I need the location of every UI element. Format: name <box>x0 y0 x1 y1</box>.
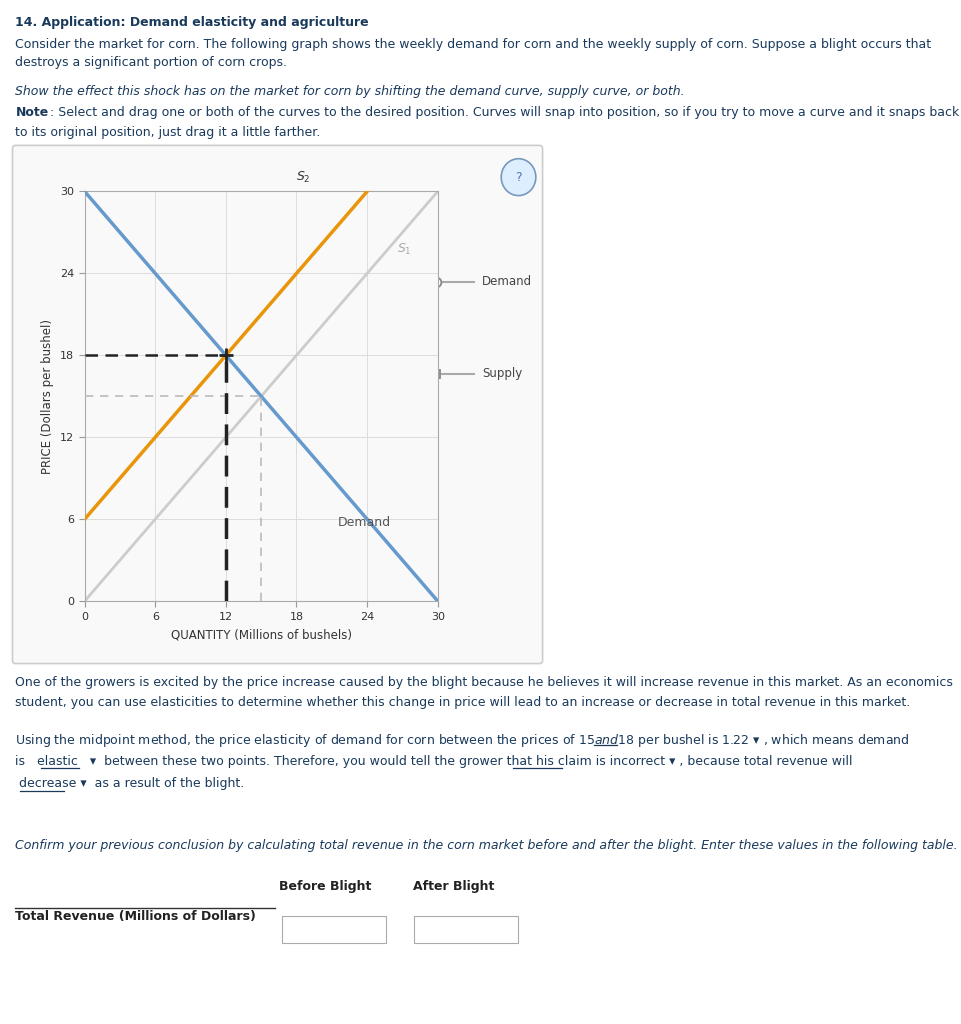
Text: Before Blight: Before Blight <box>279 880 371 893</box>
Text: is   elastic   ▾  between these two points. Therefore, you would tell the grower: is elastic ▾ between these two points. T… <box>15 755 852 768</box>
FancyBboxPatch shape <box>282 916 385 943</box>
FancyBboxPatch shape <box>12 145 542 664</box>
X-axis label: QUANTITY (Millions of bushels): QUANTITY (Millions of bushels) <box>170 629 352 641</box>
Text: Show the effect this shock has on the market for corn by shifting the demand cur: Show the effect this shock has on the ma… <box>15 85 684 98</box>
Y-axis label: PRICE (Dollars per bushel): PRICE (Dollars per bushel) <box>41 318 55 474</box>
FancyBboxPatch shape <box>413 916 517 943</box>
Text: to its original position, just drag it a little farther.: to its original position, just drag it a… <box>15 126 320 139</box>
Text: 14. Application: Demand elasticity and agriculture: 14. Application: Demand elasticity and a… <box>15 16 369 30</box>
Text: Demand: Demand <box>337 516 390 529</box>
Text: destroys a significant portion of corn crops.: destroys a significant portion of corn c… <box>15 56 287 70</box>
Circle shape <box>501 159 535 196</box>
Text: $S_2$: $S_2$ <box>296 170 310 184</box>
Text: student, you can use elasticities to determine whether this change in price will: student, you can use elasticities to det… <box>15 696 910 710</box>
Text: decrease ▾  as a result of the blight.: decrease ▾ as a result of the blight. <box>15 777 244 791</box>
Text: Consider the market for corn. The following graph shows the weekly demand for co: Consider the market for corn. The follow… <box>15 38 930 51</box>
Text: One of the growers is excited by the price increase caused by the blight because: One of the growers is excited by the pri… <box>15 676 952 689</box>
Text: Demand: Demand <box>481 275 531 288</box>
Text: After Blight: After Blight <box>413 880 494 893</box>
Text: : Select and drag one or both of the curves to the desired position. Curves will: : Select and drag one or both of the cur… <box>50 106 958 120</box>
Text: Confirm your previous conclusion by calculating total revenue in the corn market: Confirm your previous conclusion by calc… <box>15 839 957 852</box>
Text: $S_1$: $S_1$ <box>396 242 410 257</box>
Text: Total Revenue (Millions of Dollars): Total Revenue (Millions of Dollars) <box>15 910 256 924</box>
Text: Supply: Supply <box>481 368 522 380</box>
Text: ?: ? <box>515 171 521 183</box>
Text: Note: Note <box>15 106 49 120</box>
Text: Using the midpoint method, the price elasticity of demand for corn between the p: Using the midpoint method, the price ela… <box>15 732 909 750</box>
